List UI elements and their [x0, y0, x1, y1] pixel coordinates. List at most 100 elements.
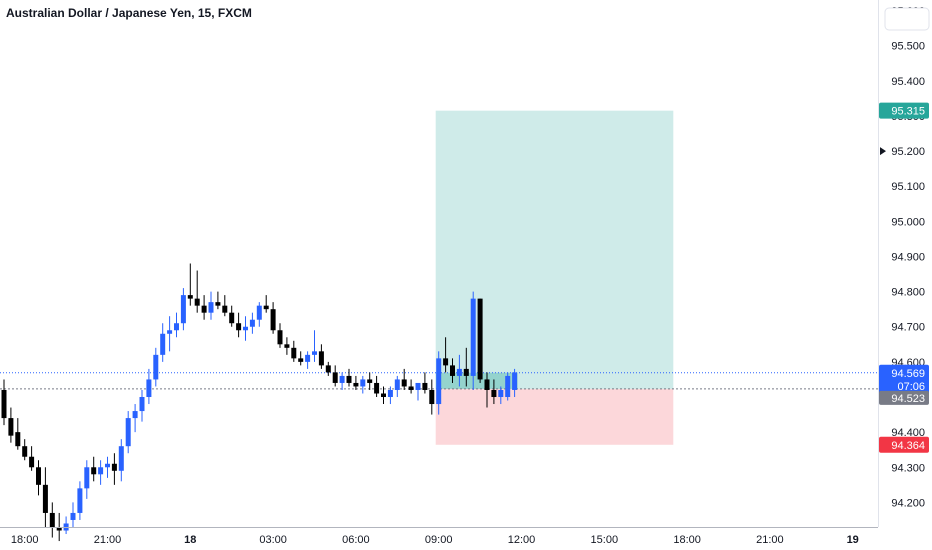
candle-body [360, 379, 366, 387]
candle-body [353, 382, 359, 387]
candle-body [429, 389, 435, 405]
y-tick-label: 94.700 [891, 322, 925, 334]
candle-body [367, 379, 373, 383]
x-tick-label: 18 [184, 534, 196, 546]
x-tick-label: 18:00 [673, 534, 701, 546]
y-tick-label: 94.400 [891, 427, 925, 439]
candle-body [187, 295, 193, 299]
open-pnl-zone [435, 372, 518, 389]
candle-body [139, 397, 145, 412]
candle-body [298, 358, 304, 362]
y-tick-label: 94.200 [891, 497, 925, 509]
candle-body [15, 432, 21, 447]
candle-body [270, 309, 276, 331]
candle-body [512, 372, 518, 390]
candle-body [291, 347, 297, 359]
stop-price-badge-label: 94.364 [891, 440, 925, 452]
candle-body [415, 382, 421, 390]
candle-body [284, 344, 290, 348]
candle-body [29, 456, 35, 468]
y-tick-label: 95.200 [891, 146, 925, 158]
y-axis[interactable]: 95.60095.50095.40095.30095.20095.10095.0… [891, 6, 925, 510]
target-price-badge-label: 95.315 [891, 106, 925, 118]
candle-body [332, 372, 338, 383]
y-tick-label: 95.000 [891, 216, 925, 228]
candle-body [222, 305, 228, 313]
candle-body [401, 379, 407, 387]
candle-body [167, 330, 173, 334]
candle-body [325, 365, 331, 373]
candle-body [263, 305, 269, 310]
y-tick-label: 94.900 [891, 251, 925, 263]
x-tick-label: 19 [847, 534, 859, 546]
candle-body [470, 298, 476, 376]
candle-body [318, 351, 324, 366]
x-tick-label: 03:00 [259, 534, 287, 546]
candle-body [160, 333, 166, 355]
candle-body [346, 375, 352, 383]
x-tick-label: 12:00 [508, 534, 536, 546]
candle-body [249, 319, 255, 327]
candle-body [215, 302, 221, 306]
candle-body [146, 379, 152, 398]
entry-price-badge-background [879, 390, 929, 405]
x-axis[interactable]: 18:00 21:00 18 03:00 06:00 09:00 12:00 15:00 18:… [11, 534, 859, 546]
price-marker-arrow-icon [880, 147, 886, 156]
scale-settings-button[interactable] [884, 7, 930, 31]
stop-price-badge-background [879, 436, 929, 453]
x-tick-label: 15:00 [591, 534, 619, 546]
y-tick-label: 94.800 [891, 287, 925, 299]
candle-body [236, 323, 242, 331]
candle-body [84, 467, 90, 489]
candle-body [463, 368, 469, 376]
candles [1, 263, 518, 542]
x-tick-label: 21:00 [756, 534, 784, 546]
candle-body [387, 389, 393, 398]
candle-body [98, 467, 104, 475]
candle-body [477, 298, 483, 380]
candle-body [450, 365, 455, 376]
chart-title: Australian Dollar / Japanese Yen, 15, FX… [6, 6, 252, 20]
candle-body [105, 463, 110, 468]
candle-body [436, 358, 442, 405]
candle-body [91, 467, 97, 475]
candle-body [36, 467, 41, 485]
loss-zone [435, 388, 674, 445]
candle-body [77, 488, 83, 513]
candle-body [201, 305, 207, 313]
x-tick-label: 06:00 [342, 534, 370, 546]
candle-body [422, 382, 428, 390]
y-tick-label: 95.100 [891, 181, 925, 193]
candle-body [8, 418, 14, 436]
candle-body [277, 330, 283, 345]
candle-body [243, 326, 248, 331]
candle-body [153, 354, 159, 380]
candle-body [374, 382, 380, 394]
candle-body [208, 302, 214, 313]
position-zones [435, 110, 674, 445]
x-tick-label: 09:00 [425, 534, 453, 546]
candle-body [339, 375, 345, 383]
candle-body [505, 375, 511, 398]
candle-body [408, 386, 414, 390]
candle-body [70, 512, 76, 520]
candle-body [56, 527, 62, 531]
candle-body [498, 389, 504, 398]
countdown-label: 07:06 [897, 381, 925, 393]
y-tick-label: 95.400 [891, 76, 925, 88]
candle-body [491, 389, 497, 398]
last-price-badge-background [879, 364, 929, 395]
candle-body [312, 351, 317, 355]
y-tick-label: 95.500 [891, 41, 925, 53]
candle-body [132, 411, 138, 419]
candle-body [1, 389, 7, 419]
candle-body [180, 295, 186, 324]
candle-body [229, 312, 235, 324]
candle-body [305, 354, 311, 362]
candle-body [111, 463, 117, 471]
target-price-badge-background [879, 102, 929, 119]
candle-body [125, 418, 131, 447]
